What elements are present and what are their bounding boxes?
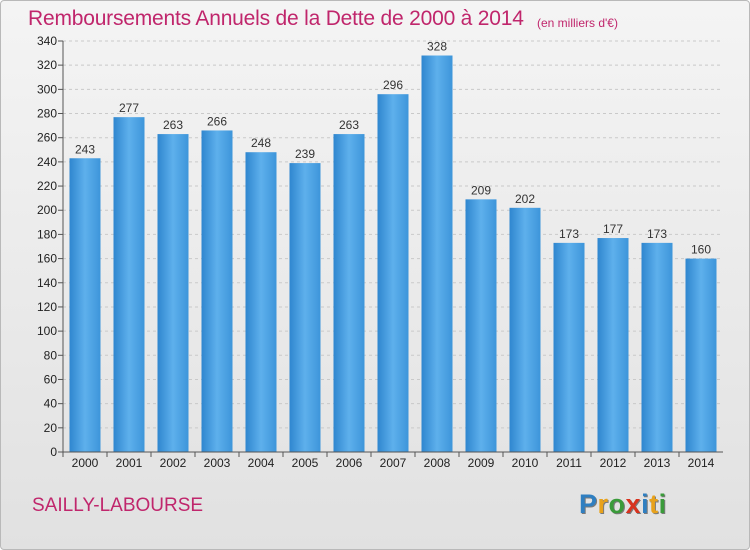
data-label: 160	[691, 243, 711, 257]
data-label: 243	[75, 142, 95, 156]
y-tick-label: 320	[37, 58, 57, 72]
y-tick-label: 40	[44, 397, 58, 411]
bar	[333, 134, 365, 452]
data-label: 248	[251, 136, 271, 150]
data-label: 202	[515, 192, 535, 206]
bar	[157, 134, 189, 452]
y-tick-label: 340	[37, 34, 57, 48]
bar	[685, 258, 717, 452]
x-tick-label: 2008	[424, 456, 451, 470]
x-tick-label: 2000	[72, 456, 99, 470]
data-label: 177	[603, 222, 623, 236]
logo-letter: P	[579, 489, 598, 519]
logo-letter: x	[625, 489, 642, 519]
logo-letter: t	[649, 489, 659, 519]
bar	[597, 238, 629, 452]
x-tick-label: 2009	[468, 456, 495, 470]
x-tick-label: 2007	[380, 456, 407, 470]
y-tick-label: 120	[37, 300, 57, 314]
data-label: 263	[339, 118, 359, 132]
x-tick-label: 2013	[644, 456, 671, 470]
data-label: 328	[427, 40, 447, 54]
logo-letter: o	[608, 489, 626, 519]
proxiti-logo: Proxiti	[579, 489, 667, 520]
y-tick-label: 300	[37, 82, 57, 96]
bars: 243 277 263 266 248 239 263 296 328 209 202 173 177 1…	[69, 40, 717, 452]
data-label: 296	[383, 78, 403, 92]
bar	[421, 55, 453, 452]
bar	[509, 207, 541, 452]
y-tick-label: 80	[44, 348, 58, 362]
bar	[641, 242, 673, 452]
y-tick-label: 200	[37, 203, 57, 217]
y-tick-label: 180	[37, 227, 57, 241]
x-tick-label: 2002	[160, 456, 187, 470]
bar	[289, 163, 321, 452]
y-tick-label: 0	[50, 445, 57, 459]
bar	[245, 152, 277, 452]
y-tick-label: 20	[44, 421, 58, 435]
y-tick-label: 240	[37, 155, 57, 169]
data-label: 277	[119, 101, 139, 115]
bar	[201, 130, 233, 452]
data-label: 209	[471, 183, 491, 197]
bar	[465, 199, 497, 452]
bar	[113, 117, 145, 452]
chart-subtitle: (en milliers d'€)	[537, 16, 618, 30]
x-tick-label: 2005	[292, 456, 319, 470]
y-tick-label: 140	[37, 276, 57, 290]
y-tick-label: 100	[37, 324, 57, 338]
x-tick-label: 2003	[204, 456, 231, 470]
y-tick-label: 60	[44, 372, 58, 386]
x-tick-label: 2001	[116, 456, 143, 470]
data-label: 266	[207, 114, 227, 128]
data-label: 173	[647, 227, 667, 241]
logo-letter: i	[641, 489, 650, 519]
x-tick-label: 2014	[688, 456, 715, 470]
x-tick-label: 2010	[512, 456, 539, 470]
y-tick-label: 160	[37, 252, 57, 266]
bar	[553, 242, 585, 452]
commune-name: SAILLY-LABOURSE	[32, 495, 204, 516]
data-label: 173	[559, 227, 579, 241]
logo-letter: r	[597, 489, 609, 519]
bar	[377, 94, 409, 452]
y-tick-label: 280	[37, 107, 57, 121]
data-label: 239	[295, 147, 315, 161]
x-tick-label: 2011	[556, 456, 582, 470]
x-tick-label: 2012	[600, 456, 627, 470]
bar	[69, 158, 101, 452]
y-tick-label: 220	[37, 179, 57, 193]
axes: 0 20 40 60 80 100 120 140 160 180 200 220 240 260 280 3…	[37, 34, 723, 470]
y-tick-label: 260	[37, 131, 57, 145]
logo-letter: i	[658, 489, 667, 519]
x-tick-label: 2006	[336, 456, 363, 470]
x-tick-label: 2004	[248, 456, 275, 470]
data-label: 263	[163, 118, 183, 132]
chart-title: Remboursements Annuels de la Dette de 20…	[28, 7, 524, 30]
